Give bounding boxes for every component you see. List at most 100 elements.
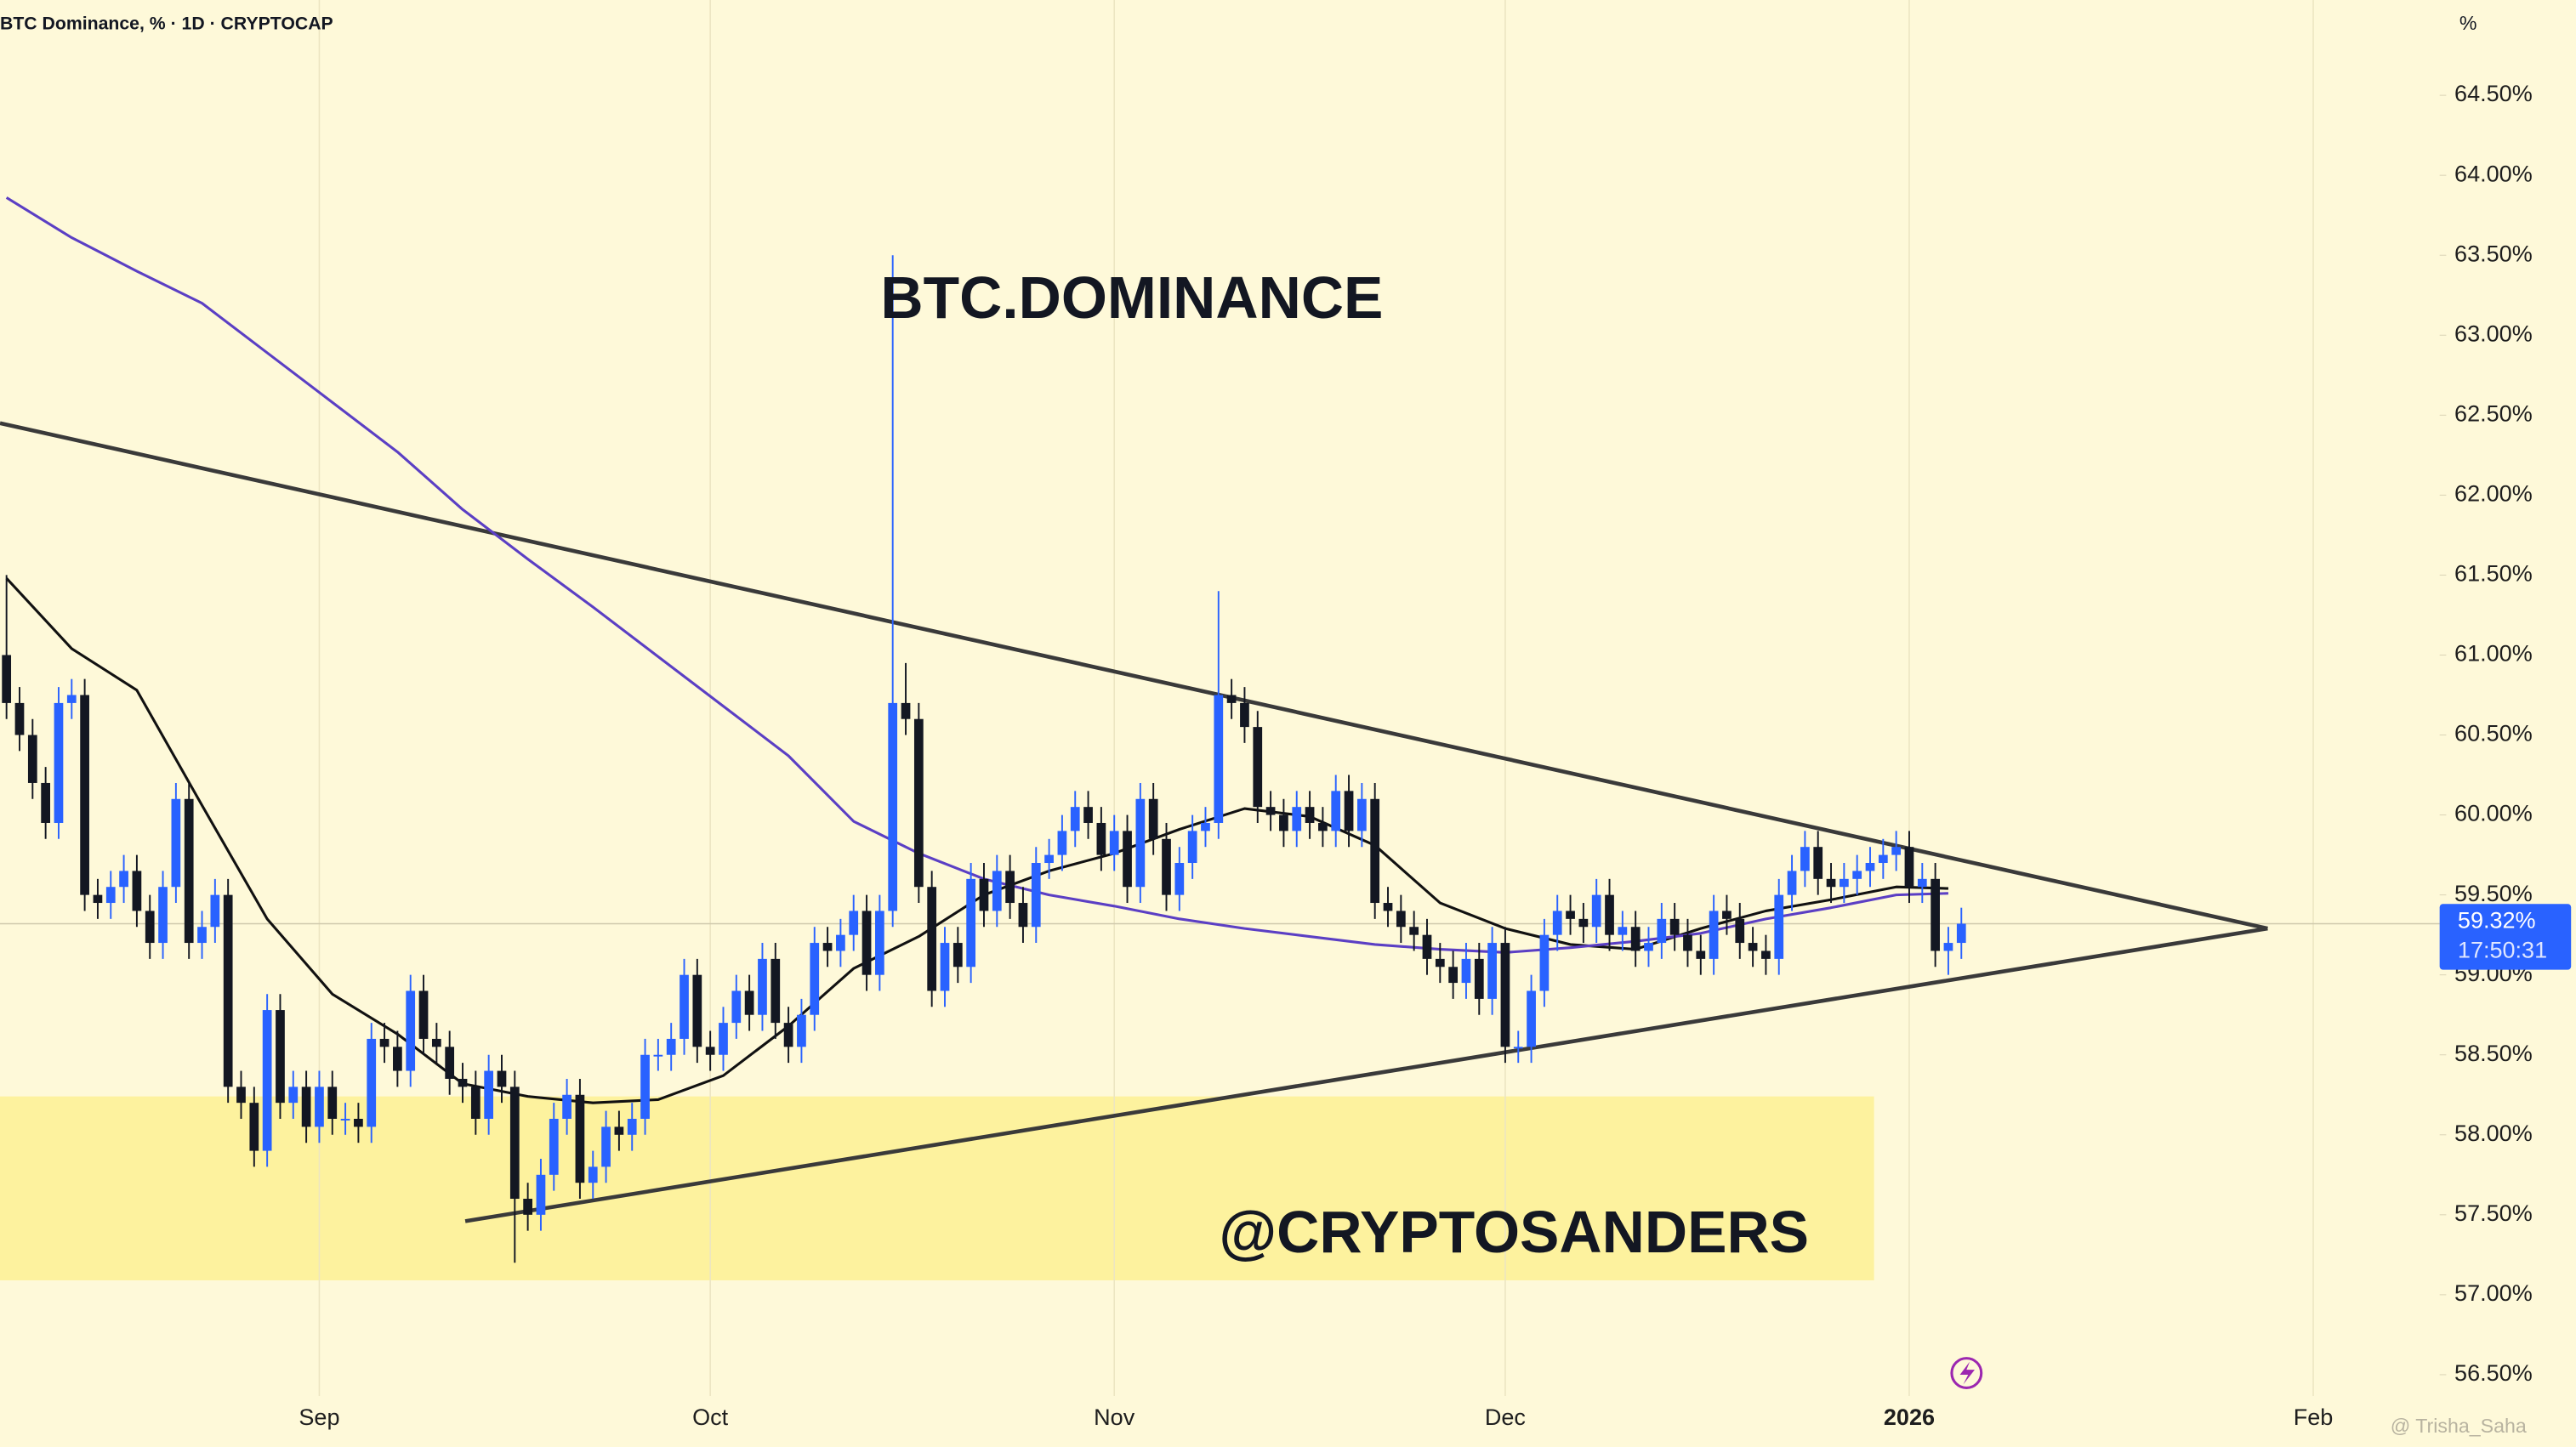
candle-body bbox=[484, 1070, 494, 1119]
candle-body bbox=[458, 1078, 468, 1087]
candle-body bbox=[445, 1047, 455, 1079]
candle-body bbox=[145, 911, 155, 944]
candle-body bbox=[1813, 847, 1823, 879]
candle-body bbox=[692, 974, 702, 1047]
x-tick-label: Nov bbox=[1094, 1404, 1135, 1430]
y-tick-label: 64.50% bbox=[2454, 81, 2533, 106]
candle-body bbox=[836, 934, 845, 951]
candle-body bbox=[1109, 831, 1119, 855]
candle-body bbox=[810, 943, 820, 1015]
candle-body bbox=[1370, 798, 1380, 904]
candle-body bbox=[1500, 943, 1510, 1047]
candle-body bbox=[1943, 943, 1953, 951]
candle-body bbox=[1279, 814, 1288, 831]
candle-body bbox=[197, 927, 207, 944]
candle-body bbox=[1487, 943, 1497, 999]
x-tick-label: Feb bbox=[2294, 1404, 2334, 1430]
candle-body bbox=[66, 695, 77, 703]
candle-body bbox=[1878, 854, 1888, 864]
candle-body bbox=[1669, 918, 1680, 935]
x-tick-label: 2026 bbox=[1884, 1404, 1935, 1430]
candle-body bbox=[1422, 934, 1432, 959]
candle-body bbox=[509, 1087, 520, 1200]
candle-body bbox=[549, 1118, 559, 1175]
candle-body bbox=[132, 871, 142, 911]
candle-body bbox=[288, 1087, 299, 1104]
trendline bbox=[0, 421, 2268, 931]
candle-body bbox=[1162, 838, 1171, 895]
icon[interactable] bbox=[1950, 1357, 1983, 1389]
y-tick-label: 61.00% bbox=[2454, 641, 2533, 667]
candle-body bbox=[1344, 791, 1354, 831]
candle-body bbox=[1448, 967, 1458, 984]
candle-body bbox=[119, 871, 128, 888]
candle-body bbox=[1539, 934, 1550, 991]
support-zone bbox=[0, 1096, 1874, 1280]
candle-body bbox=[1435, 958, 1445, 968]
candle-body bbox=[614, 1126, 624, 1135]
candle-body bbox=[93, 894, 103, 904]
candle-body bbox=[1591, 894, 1601, 928]
candle-body bbox=[1513, 1047, 1523, 1049]
candle-body bbox=[731, 990, 742, 1024]
candle-body bbox=[340, 1118, 350, 1121]
candle-body bbox=[705, 1047, 715, 1055]
candle-body bbox=[979, 878, 989, 911]
candle-body bbox=[1618, 927, 1628, 935]
candle-body bbox=[236, 1087, 246, 1104]
candle-body bbox=[575, 1094, 585, 1183]
candle-body bbox=[327, 1087, 338, 1119]
chart-title: BTC Dominance, % · 1D · CRYPTOCAP bbox=[0, 14, 333, 34]
candle-body bbox=[1709, 911, 1719, 959]
candle-body bbox=[653, 1054, 663, 1057]
candle-body bbox=[379, 1038, 390, 1047]
y-tick-label: 59.50% bbox=[2454, 881, 2533, 906]
candle-body bbox=[1305, 807, 1315, 823]
trendline bbox=[464, 926, 2268, 1223]
candle-body bbox=[1605, 894, 1614, 935]
annotation: BTC.DOMINANCE bbox=[880, 264, 1383, 331]
candle-body bbox=[1931, 878, 1940, 951]
candle-body bbox=[744, 990, 754, 1015]
candle-body bbox=[1396, 911, 1406, 928]
candle-body bbox=[27, 735, 37, 783]
candle-body bbox=[223, 894, 233, 1087]
price-label-box bbox=[2439, 904, 2572, 970]
candle-body bbox=[418, 990, 429, 1039]
candle-body bbox=[849, 911, 859, 935]
candle-body bbox=[1527, 990, 1536, 1047]
price-axis-panel bbox=[2439, 0, 2576, 1447]
candle-body bbox=[627, 1118, 637, 1135]
candle-body bbox=[1722, 911, 1732, 919]
candle-body bbox=[158, 887, 168, 944]
candle-body bbox=[758, 958, 767, 1015]
candle-body bbox=[1956, 923, 1966, 944]
candle-body bbox=[1748, 943, 1758, 951]
candle-body bbox=[1214, 695, 1224, 823]
candle-body bbox=[992, 871, 1002, 911]
candle-body bbox=[1800, 847, 1810, 871]
annotation: @CRYPTOSANDERS bbox=[1219, 1199, 1809, 1265]
candle-body bbox=[1083, 807, 1093, 823]
candle-body bbox=[171, 798, 181, 888]
candle-body bbox=[1148, 798, 1158, 839]
candle-body bbox=[14, 702, 25, 735]
y-tick-label: 64.00% bbox=[2454, 161, 2533, 186]
candle-body bbox=[1187, 831, 1197, 864]
candle-body bbox=[184, 798, 194, 944]
candle-body bbox=[666, 1038, 676, 1055]
candle-body bbox=[588, 1166, 598, 1183]
candle-body bbox=[1201, 822, 1210, 831]
candle-body bbox=[640, 1054, 650, 1119]
candle-body bbox=[249, 1103, 259, 1151]
candle-body bbox=[431, 1038, 441, 1047]
candle-body bbox=[927, 887, 937, 991]
candle-body bbox=[1461, 958, 1471, 984]
candle-body bbox=[1226, 695, 1237, 703]
candle-body bbox=[1644, 943, 1653, 951]
candle-body bbox=[523, 1199, 532, 1215]
candle-body bbox=[783, 1023, 793, 1047]
candle-body bbox=[1044, 854, 1054, 864]
